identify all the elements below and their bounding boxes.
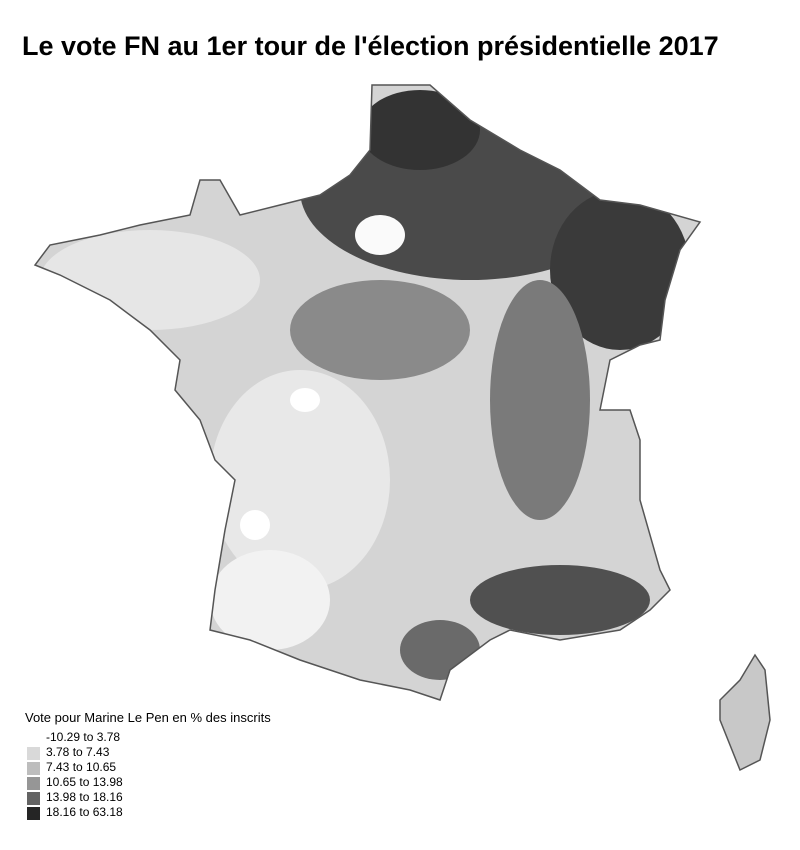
legend-swatch xyxy=(27,777,40,790)
legend-title: Vote pour Marine Le Pen en % des inscrit… xyxy=(25,710,271,725)
legend-label: 10.65 to 13.98 xyxy=(46,775,123,789)
legend-swatch xyxy=(27,762,40,775)
legend-label: 7.43 to 10.65 xyxy=(46,760,116,774)
legend: -10.29 to 3.783.78 to 7.437.43 to 10.651… xyxy=(27,730,123,820)
legend-swatch xyxy=(27,792,40,805)
legend-label: 13.98 to 18.16 xyxy=(46,790,123,804)
legend-swatch xyxy=(27,747,40,760)
legend-label: 3.78 to 7.43 xyxy=(46,745,110,759)
legend-label: 18.16 to 63.18 xyxy=(46,805,123,819)
legend-swatch xyxy=(27,807,40,820)
legend-label: -10.29 to 3.78 xyxy=(46,730,120,744)
map-title: Le vote FN au 1er tour de l'élection pré… xyxy=(22,31,719,61)
legend-swatch xyxy=(27,732,40,745)
